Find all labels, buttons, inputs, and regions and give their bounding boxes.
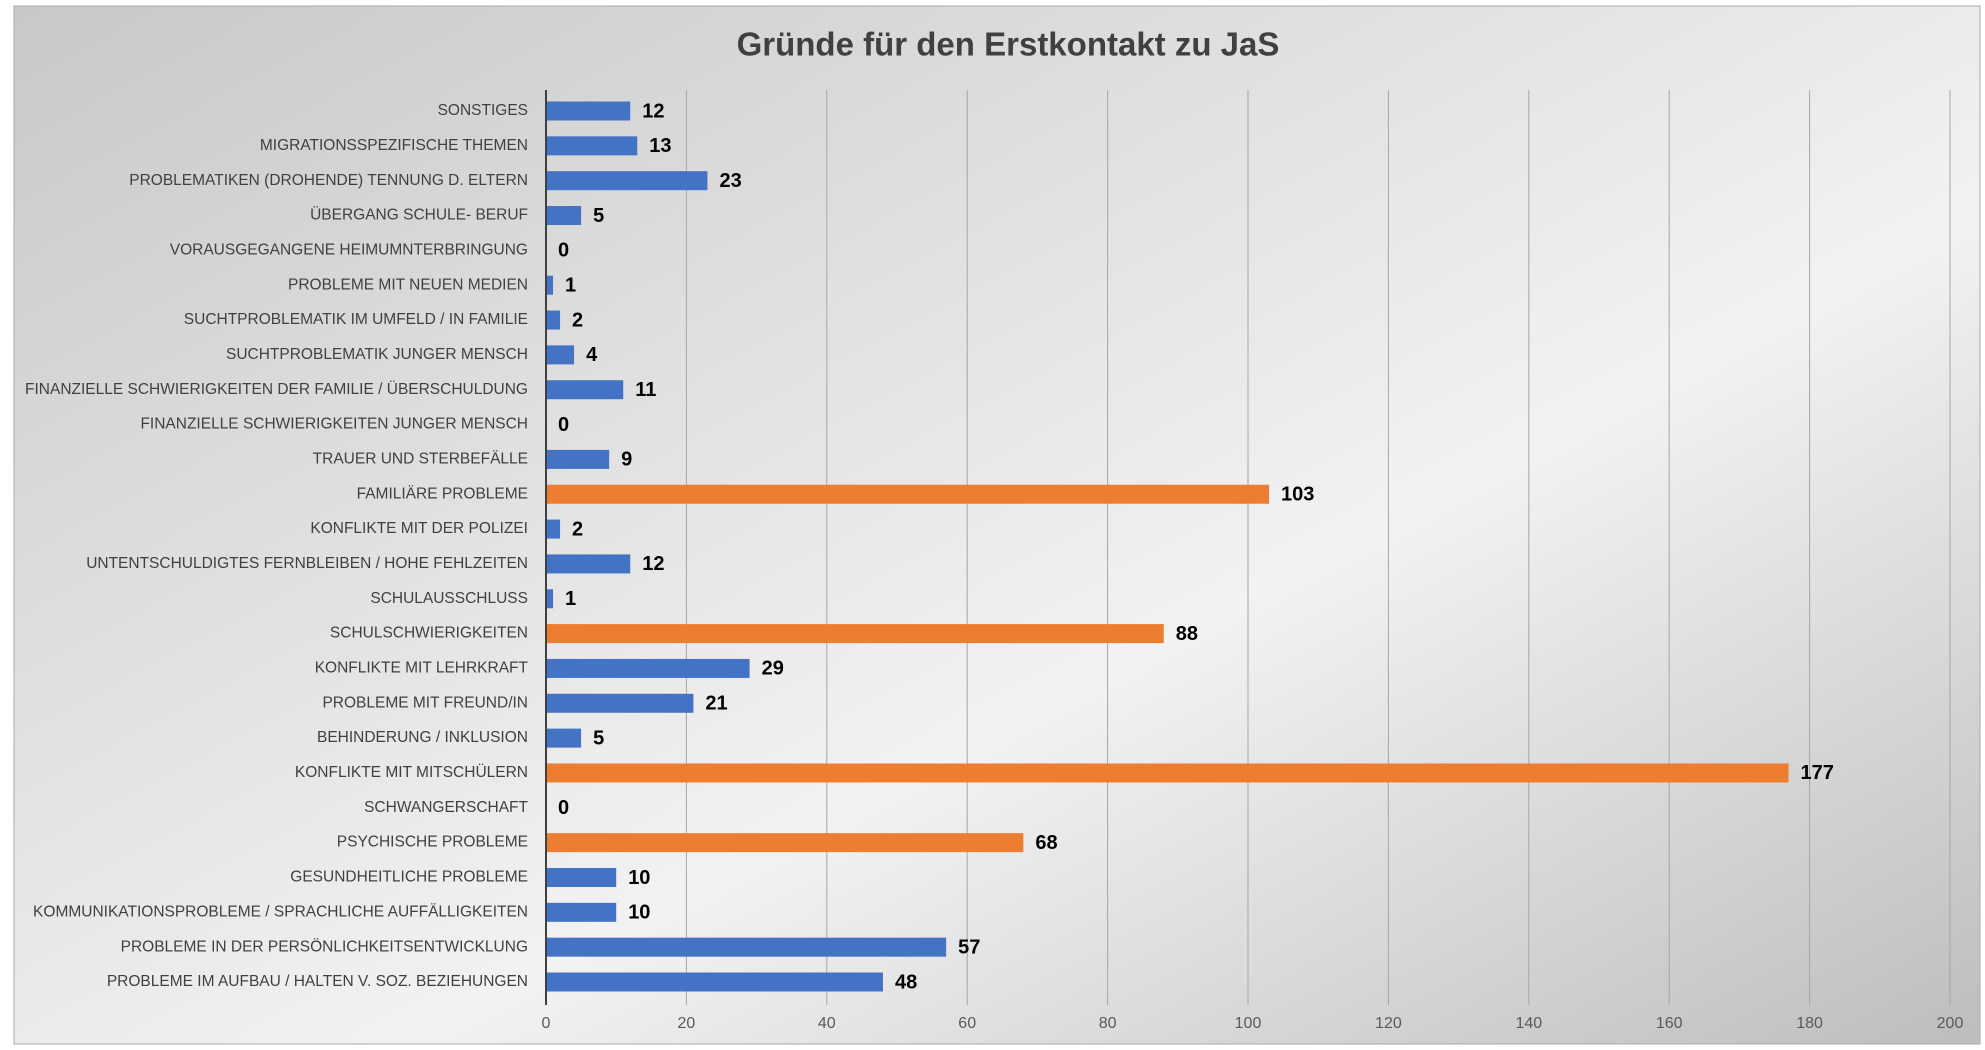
bar (546, 902, 617, 922)
chart-background (13, 5, 1981, 1045)
y-tick-label: GESUNDHEITLICHE PROBLEME (290, 869, 528, 886)
y-tick-label: BEHINDERUNG / INKLUSION (317, 729, 528, 746)
data-label: 0 (558, 414, 569, 436)
data-label: 12 (642, 100, 664, 122)
chart-title: Gründe für den Erstkontakt zu JaS (737, 26, 1280, 63)
data-label: 0 (558, 240, 569, 262)
x-tick-label: 40 (818, 1015, 836, 1032)
data-label: 23 (719, 170, 741, 192)
x-tick-label: 100 (1235, 1015, 1262, 1032)
bar (546, 693, 694, 713)
y-tick-label: SCHULAUSSCHLUSS (370, 590, 528, 607)
y-tick-label: PROBLEME MIT FREUND/IN (322, 694, 528, 711)
data-label: 21 (705, 693, 727, 715)
bar (546, 589, 554, 609)
y-tick-label: FAMILIÄRE PROBLEME (357, 485, 528, 502)
data-label: 4 (586, 344, 598, 366)
data-label: 2 (572, 309, 583, 331)
bar (546, 554, 631, 574)
bar (546, 867, 617, 887)
data-label: 1 (565, 274, 576, 296)
data-label: 13 (649, 135, 671, 157)
y-tick-label: PROBLEME IN DER PERSÖNLICHKEITSENTWICKLU… (121, 937, 528, 955)
y-tick-label: SCHWANGERSCHAFT (364, 799, 528, 816)
bar (546, 206, 582, 226)
bar (546, 275, 554, 295)
data-label: 88 (1176, 623, 1198, 645)
y-tick-label: MIGRATIONSSPEZIFISCHE THEMEN (260, 137, 528, 154)
data-label: 48 (895, 971, 917, 993)
bar (546, 380, 624, 400)
x-tick-label: 80 (1099, 1015, 1117, 1032)
bar (546, 658, 750, 678)
x-tick-label: 160 (1656, 1015, 1683, 1032)
y-tick-label: PROBLEMATIKEN (DROHENDE) TENNUNG D. ELTE… (129, 172, 528, 189)
y-tick-label: FINANZIELLE SCHWIERIGKEITEN JUNGER MENSC… (140, 416, 528, 433)
bar (546, 624, 1164, 644)
y-tick-label: FINANZIELLE SCHWIERIGKEITEN DER FAMILIE … (25, 380, 528, 398)
y-tick-label: KONFLIKTE MIT DER POLIZEI (310, 520, 528, 537)
data-label: 68 (1035, 832, 1057, 854)
y-tick-label: KOMMUNIKATIONSPROBLEME / SPRACHLICHE AUF… (33, 903, 528, 920)
bar (546, 345, 575, 365)
data-label: 10 (628, 902, 650, 924)
data-label: 1 (565, 588, 576, 610)
y-tick-label: TRAUER UND STERBEFÄLLE (313, 450, 528, 467)
bar (546, 972, 883, 992)
data-label: 5 (593, 205, 604, 227)
y-tick-label: PROBLEME MIT NEUEN MEDIEN (288, 276, 528, 293)
bar (546, 171, 708, 191)
data-label: 11 (635, 379, 656, 401)
y-tick-label: VORAUSGEGANGENE HEIMUMNTERBRINGUNG (170, 241, 528, 258)
bar (546, 136, 638, 156)
data-label: 12 (642, 553, 664, 575)
y-tick-label: PSYCHISCHE PROBLEME (337, 834, 528, 851)
data-label: 9 (621, 449, 632, 471)
y-tick-label: KONFLIKTE MIT LEHRKRAFT (315, 660, 529, 677)
y-tick-label: KONFLIKTE MIT MITSCHÜLERN (295, 763, 528, 781)
data-label: 10 (628, 867, 650, 889)
data-label: 57 (958, 936, 980, 958)
data-label: 103 (1281, 484, 1314, 506)
data-label: 2 (572, 518, 583, 540)
y-tick-label: ÜBERGANG SCHULE- BERUF (310, 206, 528, 224)
x-tick-label: 200 (1937, 1015, 1964, 1032)
y-tick-label: SUCHTPROBLEMATIK IM UMFELD / IN FAMILIE (184, 311, 528, 328)
bar (546, 310, 561, 330)
bar (546, 484, 1270, 504)
y-tick-label: SONSTIGES (438, 102, 528, 119)
y-tick-label: PROBLEME IM AUFBAU / HALTEN V. SOZ. BEZI… (107, 973, 528, 990)
y-tick-label: SUCHTPROBLEMATIK JUNGER MENSCH (226, 346, 528, 363)
bar (546, 937, 947, 957)
bar (546, 449, 610, 469)
x-tick-label: 0 (542, 1015, 551, 1032)
x-tick-label: 180 (1796, 1015, 1823, 1032)
x-tick-label: 140 (1515, 1015, 1542, 1032)
bar (546, 833, 1024, 853)
x-tick-label: 120 (1375, 1015, 1402, 1032)
x-tick-label: 60 (958, 1015, 976, 1032)
x-tick-label: 20 (678, 1015, 696, 1032)
bar (546, 519, 561, 539)
data-label: 0 (558, 797, 569, 819)
bar (546, 101, 631, 121)
bar (546, 728, 582, 748)
y-tick-label: UNTENTSCHULDIGTES FERNBLEIBEN / HOHE FEH… (86, 555, 528, 572)
y-tick-label: SCHULSCHWIERIGKEITEN (330, 625, 528, 642)
data-label: 177 (1801, 762, 1834, 784)
data-label: 5 (593, 727, 604, 749)
data-label: 29 (762, 658, 784, 680)
bar (546, 763, 1789, 783)
